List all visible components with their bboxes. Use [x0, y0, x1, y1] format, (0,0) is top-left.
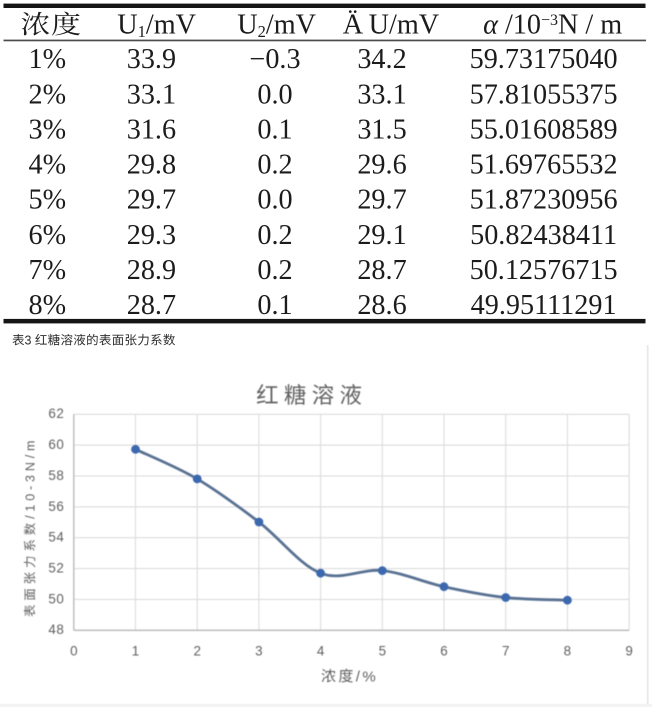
- svg-text:51.87230956: 51.87230956: [470, 185, 618, 216]
- svg-text:4%: 4%: [29, 150, 67, 181]
- svg-text:4: 4: [317, 644, 325, 659]
- svg-text:29.3: 29.3: [127, 220, 176, 251]
- svg-text:0.2: 0.2: [257, 150, 292, 181]
- svg-text:0.1: 0.1: [257, 290, 292, 321]
- svg-text:0: 0: [70, 644, 77, 659]
- svg-text:7%: 7%: [29, 255, 67, 286]
- svg-text:56: 56: [48, 499, 64, 514]
- svg-text:3: 3: [255, 644, 262, 659]
- svg-text:29.8: 29.8: [127, 150, 176, 181]
- svg-text:33.1: 33.1: [357, 79, 406, 110]
- svg-text:50: 50: [48, 591, 64, 606]
- svg-text:62: 62: [48, 406, 64, 421]
- svg-text:31.6: 31.6: [127, 115, 176, 146]
- svg-text:34.2: 34.2: [357, 44, 406, 75]
- svg-text:48: 48: [48, 622, 64, 637]
- svg-text:50.82438411: 50.82438411: [470, 220, 617, 251]
- svg-text:29.1: 29.1: [357, 220, 406, 251]
- svg-text:α /10−3N / m: α /10−3N / m: [483, 10, 622, 41]
- svg-text:51.69765532: 51.69765532: [470, 150, 618, 181]
- svg-text:3%: 3%: [29, 115, 67, 146]
- svg-text:49.95111291: 49.95111291: [471, 290, 617, 321]
- svg-text:U1/mV: U1/mV: [117, 10, 196, 42]
- svg-text:28.9: 28.9: [127, 255, 176, 286]
- svg-text:7: 7: [502, 644, 509, 659]
- svg-text:28.6: 28.6: [357, 290, 406, 321]
- svg-text:0.0: 0.0: [257, 185, 292, 216]
- svg-text:0.0: 0.0: [257, 79, 292, 110]
- svg-text:3: 3: [25, 333, 32, 347]
- svg-text:52: 52: [48, 561, 64, 576]
- svg-text:/%: /%: [356, 668, 378, 685]
- svg-text:55.01608589: 55.01608589: [470, 115, 618, 146]
- svg-text:Ä U/mV: Ä U/mV: [343, 10, 440, 41]
- svg-text:29.6: 29.6: [357, 150, 406, 181]
- svg-text:0.2: 0.2: [257, 220, 292, 251]
- svg-text:33.1: 33.1: [127, 79, 176, 110]
- svg-text:8: 8: [564, 644, 571, 659]
- svg-text:33.9: 33.9: [127, 44, 176, 75]
- svg-text:6%: 6%: [29, 220, 67, 251]
- svg-text:60: 60: [48, 437, 64, 452]
- svg-text:1: 1: [132, 644, 139, 659]
- svg-text:54: 54: [48, 530, 64, 545]
- svg-text:2: 2: [193, 644, 200, 659]
- svg-text:1%: 1%: [29, 44, 67, 75]
- svg-text:50.12576715: 50.12576715: [470, 255, 618, 286]
- svg-text:29.7: 29.7: [127, 185, 176, 216]
- svg-text:0.1: 0.1: [257, 115, 292, 146]
- svg-text:31.5: 31.5: [357, 115, 406, 146]
- svg-text:/10-3N/m: /10-3N/m: [23, 437, 37, 519]
- svg-text:28.7: 28.7: [127, 290, 176, 321]
- svg-text:U2/mV: U2/mV: [237, 10, 316, 42]
- svg-text:2%: 2%: [29, 79, 67, 110]
- svg-text:9: 9: [625, 644, 632, 659]
- svg-text:5%: 5%: [29, 185, 67, 216]
- svg-text:29.7: 29.7: [357, 185, 406, 216]
- svg-text:6: 6: [440, 644, 447, 659]
- svg-text:0.2: 0.2: [257, 255, 292, 286]
- svg-text:28.7: 28.7: [357, 255, 406, 286]
- svg-text:5: 5: [379, 644, 386, 659]
- svg-text:58: 58: [48, 468, 64, 483]
- svg-text:59.73175040: 59.73175040: [470, 44, 618, 75]
- svg-text:−0.3: −0.3: [249, 44, 300, 75]
- svg-text:57.81055375: 57.81055375: [470, 79, 618, 110]
- svg-text:8%: 8%: [29, 290, 67, 321]
